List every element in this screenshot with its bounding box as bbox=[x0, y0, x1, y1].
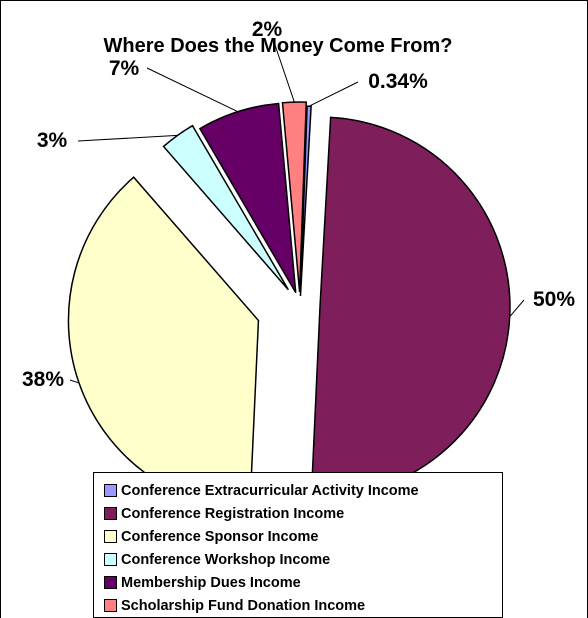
legend-swatch bbox=[104, 576, 117, 589]
legend-swatch bbox=[104, 599, 117, 612]
legend-label: Conference Extracurricular Activity Inco… bbox=[121, 482, 419, 499]
legend-swatch bbox=[104, 484, 117, 497]
legend-swatch bbox=[104, 553, 117, 566]
data-label-conference-registration-income: 50% bbox=[533, 288, 575, 311]
chart-title: Where Does the Money Come From? bbox=[104, 35, 453, 57]
leader-line-conference-sponsor-income bbox=[69, 379, 80, 384]
legend-item-scholarship-fund-donation-income: Scholarship Fund Donation Income bbox=[104, 594, 502, 617]
legend-swatch bbox=[104, 530, 117, 543]
leader-line-conference-workshop-income bbox=[77, 134, 178, 142]
legend-label: Membership Dues Income bbox=[121, 574, 301, 591]
pie-slice-conference-workshop-income bbox=[162, 124, 289, 291]
pie-slice-conference-extracurricular-activity-income bbox=[299, 105, 312, 297]
legend: Conference Extracurricular Activity Inco… bbox=[93, 472, 503, 618]
legend-item-conference-workshop-income: Conference Workshop Income bbox=[104, 548, 502, 571]
data-label-membership-dues-income: 7% bbox=[109, 57, 140, 80]
data-label-conference-sponsor-income: 38% bbox=[22, 368, 64, 391]
legend-label: Scholarship Fund Donation Income bbox=[121, 597, 366, 614]
leader-line-scholarship-fund-donation-income bbox=[273, 41, 295, 103]
legend-label: Conference Sponsor Income bbox=[121, 528, 319, 545]
data-label-conference-extracurricular-activity-income: 0.34% bbox=[368, 70, 428, 93]
legend-item-conference-extracurricular-activity-income: Conference Extracurricular Activity Inco… bbox=[104, 479, 502, 502]
legend-item-conference-registration-income: Conference Registration Income bbox=[104, 502, 502, 525]
data-label-conference-workshop-income: 3% bbox=[37, 129, 68, 152]
legend-item-membership-dues-income: Membership Dues Income bbox=[104, 571, 502, 594]
data-label-scholarship-fund-donation-income: 2% bbox=[252, 18, 283, 41]
legend-label: Conference Registration Income bbox=[121, 505, 345, 522]
leader-line-conference-extracurricular-activity-income bbox=[308, 81, 359, 107]
pie-slice-membership-dues-income bbox=[198, 102, 297, 294]
legend-label: Conference Workshop Income bbox=[121, 551, 331, 568]
legend-swatch bbox=[104, 507, 117, 520]
leader-line-conference-registration-income bbox=[509, 299, 525, 318]
leader-line-membership-dues-income bbox=[146, 67, 239, 113]
legend-item-conference-sponsor-income: Conference Sponsor Income bbox=[104, 525, 502, 548]
